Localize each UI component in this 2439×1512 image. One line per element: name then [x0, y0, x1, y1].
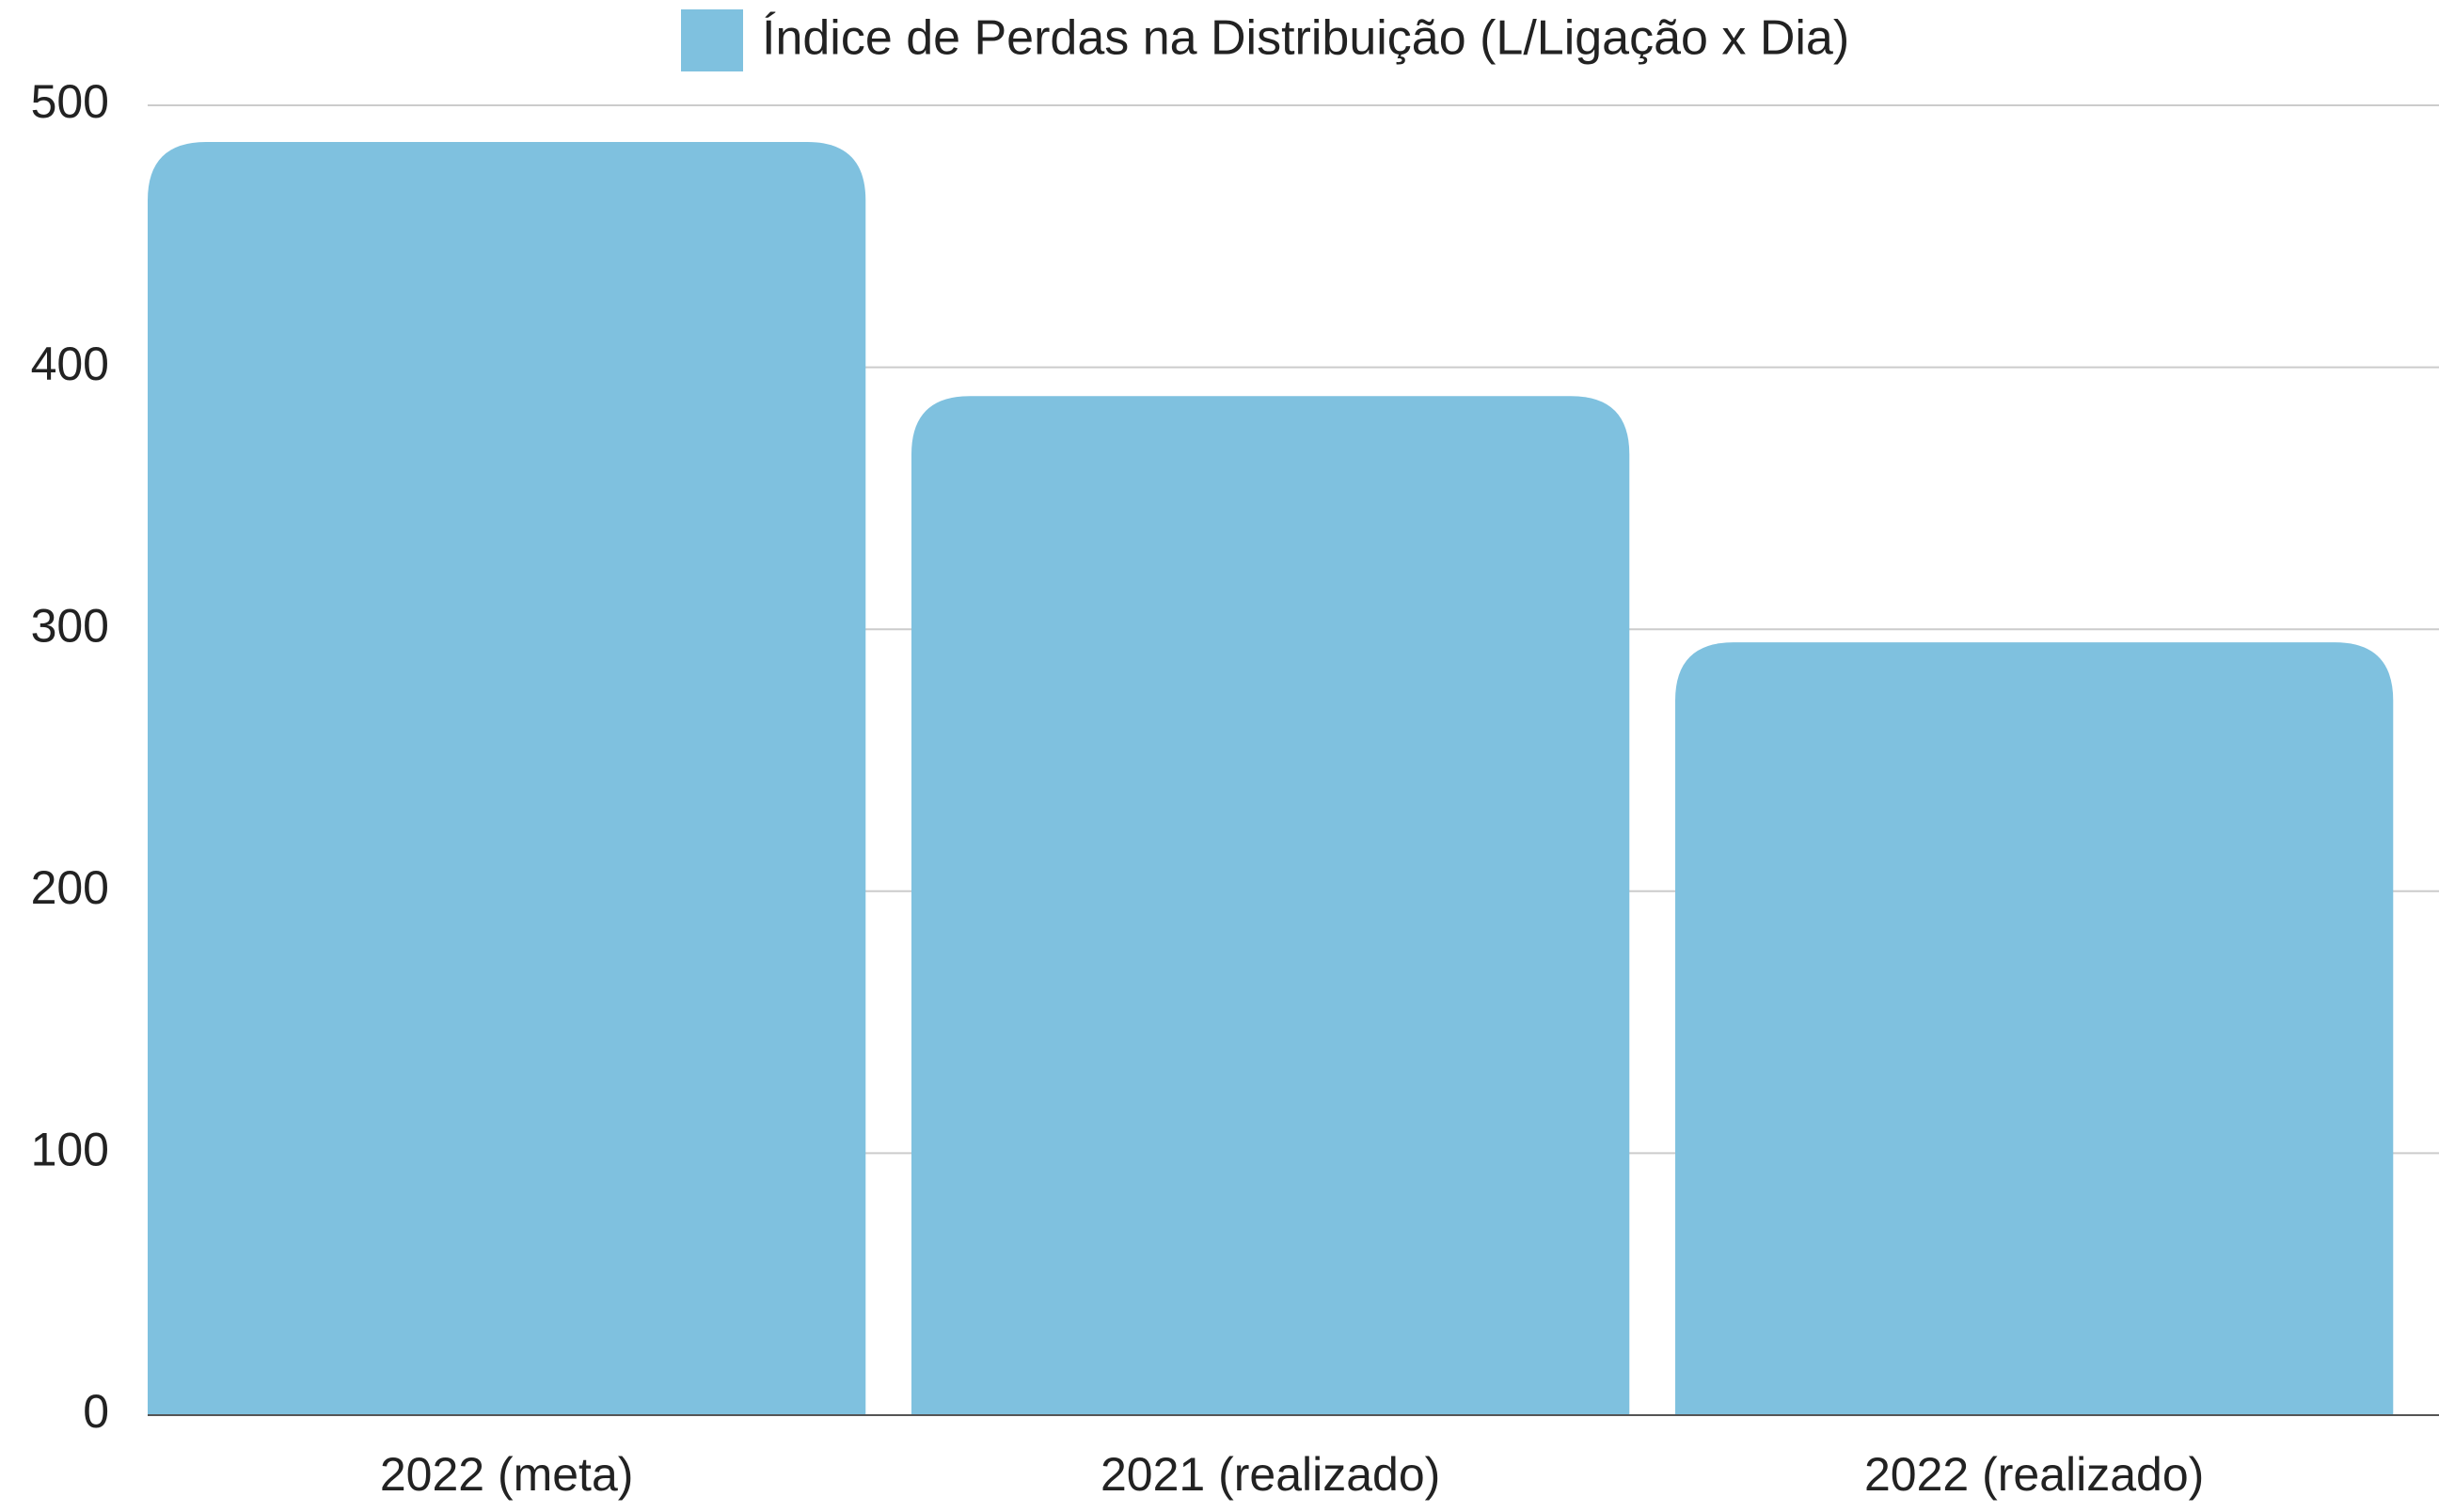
- y-tick-label: 300: [31, 599, 109, 652]
- bar: [1675, 642, 2394, 1415]
- y-tick-label: 100: [31, 1124, 109, 1176]
- y-tick-label: 500: [31, 75, 109, 128]
- x-tick-label: 2021 (realizado): [1101, 1448, 1440, 1501]
- x-tick-label: 2022 (realizado): [1864, 1448, 2204, 1501]
- bar: [148, 142, 866, 1415]
- bar: [911, 396, 1630, 1416]
- y-tick-label: 0: [83, 1385, 109, 1438]
- y-tick-label: 400: [31, 338, 109, 390]
- y-tick-label: 200: [31, 861, 109, 914]
- legend-swatch: [681, 9, 743, 71]
- x-tick-label: 2022 (meta): [380, 1448, 634, 1501]
- legend-label: Índice de Perdas na Distribuição (L/Liga…: [762, 11, 1849, 66]
